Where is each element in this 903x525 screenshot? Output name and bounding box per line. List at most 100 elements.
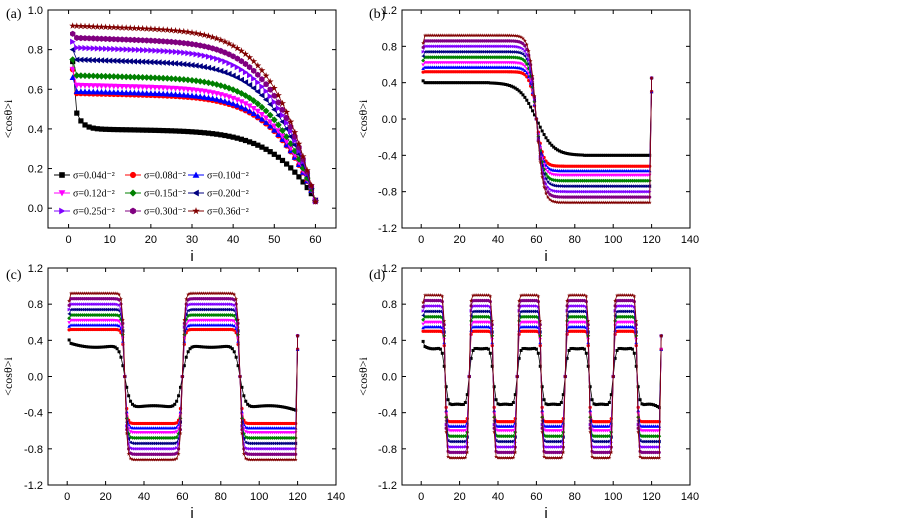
data-point — [448, 439, 452, 444]
data-point — [276, 457, 281, 462]
data-point — [511, 445, 516, 449]
data-point — [427, 309, 431, 314]
data-point — [555, 200, 560, 204]
data-point — [226, 51, 232, 58]
data-point — [131, 73, 138, 81]
data-point — [463, 419, 468, 424]
data-point — [157, 457, 162, 462]
data-point — [621, 189, 625, 194]
data-point — [131, 89, 138, 96]
data-point — [605, 200, 610, 205]
data-point — [557, 200, 562, 205]
data-point — [149, 457, 154, 462]
data-point — [190, 345, 194, 349]
data-point — [82, 344, 86, 348]
data-point — [107, 307, 111, 312]
data-point — [521, 41, 525, 46]
data-point — [524, 42, 529, 47]
data-point — [59, 207, 66, 215]
data-point — [601, 184, 606, 188]
data-point — [575, 347, 579, 351]
data-point — [202, 345, 206, 349]
data-point — [123, 46, 130, 53]
data-point — [484, 346, 488, 350]
data-point — [425, 346, 429, 350]
data-point — [500, 445, 504, 449]
data-point — [278, 405, 282, 409]
data-point — [205, 53, 212, 60]
data-point — [650, 445, 654, 449]
data-point — [486, 293, 491, 297]
data-point — [598, 439, 602, 444]
data-point — [175, 446, 179, 450]
data-point — [619, 309, 623, 314]
data-point — [655, 404, 659, 408]
data-point — [599, 439, 604, 444]
data-point — [296, 174, 302, 180]
data-point — [605, 402, 609, 406]
data-point — [503, 33, 508, 38]
data-point — [431, 304, 435, 308]
data-point — [421, 66, 425, 70]
data-point — [581, 304, 585, 308]
data-point — [263, 88, 270, 95]
data-point — [263, 404, 267, 408]
data-point — [251, 405, 255, 409]
data-point — [205, 32, 212, 39]
data-point — [438, 347, 442, 351]
data-point — [544, 136, 548, 140]
data-point — [461, 402, 465, 406]
data-point — [160, 59, 166, 66]
data-point — [536, 351, 540, 355]
data-point — [628, 293, 633, 297]
data-point — [580, 309, 584, 314]
data-point — [494, 33, 499, 38]
data-point — [524, 293, 529, 297]
data-point — [609, 184, 613, 188]
data-point — [619, 346, 623, 350]
y-tick-label: 0.4 — [382, 78, 397, 90]
data-point — [154, 404, 158, 408]
data-point — [98, 302, 102, 306]
data-point — [523, 304, 527, 308]
data-point — [114, 57, 121, 65]
data-point — [647, 200, 652, 205]
data-point — [168, 91, 175, 97]
data-point — [622, 309, 627, 314]
x-tick-label: 20 — [99, 491, 111, 503]
data-point — [523, 346, 527, 350]
data-point — [492, 81, 496, 85]
data-point — [473, 304, 477, 308]
data-point — [102, 35, 109, 42]
data-point — [454, 402, 458, 406]
data-point — [135, 46, 142, 53]
data-point — [284, 119, 290, 126]
data-point — [159, 447, 164, 451]
data-point — [453, 33, 458, 38]
data-point — [267, 122, 274, 129]
data-point — [576, 200, 581, 205]
data-point — [471, 293, 475, 297]
data-point — [121, 364, 125, 368]
data-point — [130, 441, 134, 445]
data-point — [456, 44, 460, 49]
data-point — [600, 153, 604, 157]
data-point — [506, 83, 510, 87]
data-point — [571, 309, 575, 314]
data-point — [621, 184, 625, 188]
data-point — [521, 93, 525, 97]
data-point — [467, 81, 471, 85]
data-point — [176, 91, 183, 98]
x-tick-label: 40 — [492, 234, 504, 246]
data-point — [460, 403, 464, 407]
data-point — [184, 76, 192, 84]
data-point — [625, 153, 629, 157]
data-point — [159, 404, 163, 408]
data-point — [502, 402, 506, 406]
data-point — [75, 343, 79, 347]
data-point — [440, 50, 444, 54]
data-point — [255, 404, 259, 408]
data-point — [138, 447, 142, 451]
data-point — [540, 129, 544, 133]
data-point — [138, 457, 143, 462]
